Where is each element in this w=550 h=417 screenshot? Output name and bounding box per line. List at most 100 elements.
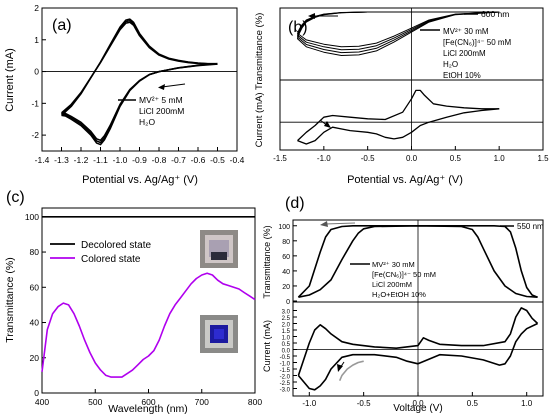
panel-a-legend: MV²⁺ 5 mM LiCl 200mM H₂O (118, 95, 184, 127)
panel-b-legend-line-5: EtOH 10% (443, 71, 481, 80)
panel-c: (c) 400 500 600 700 800 0 20 40 60 80 100 Decolor… (4, 189, 262, 415)
panel-b: (b) -1.5 -1.0 -0.5 0.0 0.5 1.0 1.5 600 nm MV²⁺… (254, 7, 549, 186)
panel-a-x-tick-label: -0.9 (132, 155, 147, 165)
panel-c-inset-photo-decolored (200, 315, 238, 353)
panel-a-label: (a) (52, 17, 72, 34)
panel-d-zero-lines (293, 220, 543, 396)
panel-d-transmittance-y-tick-label: 20 (282, 284, 290, 291)
panel-c-y-tick-label: 100 (25, 212, 39, 222)
panel-a-x-tick-label: -0.7 (171, 155, 186, 165)
panel-d-y-axis-label-bottom: Current (mA) (262, 320, 272, 372)
panel-c-legend-label-decolored: Decolored state (81, 240, 151, 251)
panel-b-x-tick-label: 0.5 (450, 154, 462, 163)
panel-d-legend-line-1: MV²⁺ 30 mM (372, 260, 415, 269)
panel-d-current-y-tick-label: -2.0 (280, 375, 291, 381)
panel-d-x-tick-label: -1.0 (302, 399, 316, 408)
panel-d-legend-line-3: LiCl 200mM (372, 280, 412, 289)
panel-d-transmittance-y-tick-label: 0 (286, 299, 290, 306)
panel-c-x-axis-label: Wavelength (nm) (108, 403, 188, 415)
panel-b-x-tick-label: -0.5 (361, 154, 375, 163)
panel-c-y-axis-label: Transmittance (%) (4, 257, 16, 342)
panel-d-transmittance-y-tick-label: 100 (278, 224, 290, 231)
panel-c-legend: Decolored state Colored state (50, 240, 151, 265)
panel-b-y-axis-label: Current (mA) Transmittance (%) (254, 13, 265, 148)
panel-a: (a) -1.4 -1.3 -1.2 -1.1 -1.0 -0.9 -0.8 -0.7 -0.6… (4, 3, 245, 186)
panel-a-y-tick-label: -1 (31, 98, 39, 108)
panel-d-current-y-tick-label: 0.5 (282, 342, 291, 348)
panel-c-x-tick-label: 500 (88, 397, 102, 407)
panel-d-legend-line-4: H₂O+EtOH 10% (372, 290, 426, 299)
panel-d-current-cv-forward-line (297, 307, 539, 376)
panel-a-y-tick-label: -2 (31, 130, 39, 140)
panel-a-y-tick-label: 1 (34, 35, 39, 45)
panel-b-x-tick-label: 0.0 (406, 154, 418, 163)
panel-d-x-axis-label: Voltage (V) (393, 403, 442, 414)
panel-d-x-tick-label: -0.5 (357, 399, 371, 408)
panel-c-x-ticks: 400 500 600 700 800 (35, 389, 262, 407)
panel-d-top-legend-text: 550 nm (517, 222, 544, 231)
panel-a-y-axis-label: Current (mA) (4, 48, 16, 112)
panel-c-x-tick-label: 600 (141, 397, 155, 407)
panel-d-legend-line-2: [Fe(CN₆)]⁴⁻ 50 mM (372, 270, 436, 279)
panel-d-current-initial-scan-line (338, 360, 364, 382)
panel-c-y-tick-label: 40 (30, 318, 40, 328)
panel-b-top-legend-text: 600 nm (481, 9, 509, 19)
panel-d-transmittance-lower-branch-line (298, 225, 538, 298)
panel-a-cv-reverse-line (61, 21, 218, 114)
panel-d-scan-arrows (320, 221, 356, 372)
panel-b-legend-line-4: H₂O (443, 60, 458, 69)
panel-d-current-y-tick-label: -1.5 (280, 368, 291, 374)
panel-b-x-tick-label: -1.5 (273, 154, 287, 163)
panel-b-top-legend: 600 nm (464, 9, 509, 19)
panel-c-x-tick-label: 800 (248, 397, 262, 407)
panel-a-y-ticks: -2 -1 0 1 2 (31, 3, 46, 140)
panel-a-x-tick-label: -0.5 (210, 155, 225, 165)
panel-a-series (60, 18, 218, 146)
panel-a-legend-line-1: MV²⁺ 5 mM (139, 95, 183, 105)
panel-d-transmittance-y-tick-label: 60 (282, 254, 290, 261)
panel-d-current-cv-reverse-line (297, 322, 538, 391)
panel-c-x-tick-label: 700 (195, 397, 209, 407)
panel-d-current-y-tick-label: 2.0 (282, 323, 291, 329)
panel-d-current-y-ticks: -3.0-2.5-2.0-1.5-1.0-0.50.00.51.01.52.02… (280, 310, 297, 394)
panel-b-x-ticks: -1.5 -1.0 -0.5 0.0 0.5 1.0 1.5 (273, 146, 549, 163)
panel-c-y-tick-label: 0 (34, 388, 39, 398)
panel-c-y-tick-label: 20 (30, 353, 40, 363)
panel-b-x-tick-label: 1.0 (494, 154, 506, 163)
panel-b-x-axis-label: Potential vs. Ag/Ag⁺ (V) (347, 174, 463, 186)
panel-a-x-tick-label: -1.0 (113, 155, 128, 165)
panel-c-series (41, 216, 256, 378)
panel-a-x-tick-label: -1.2 (74, 155, 89, 165)
panel-a-x-tick-label: -1.1 (93, 155, 108, 165)
panel-d-transmittance-y-tick-label: 80 (282, 239, 290, 246)
panel-b-transmittance-line (297, 11, 500, 48)
panel-d-x-tick-label: 0.0 (412, 399, 424, 408)
panel-c-inset-photo-colored (200, 230, 238, 268)
panel-d-current-y-tick-label: -1.0 (280, 362, 291, 368)
panel-d-label: (d) (285, 195, 305, 212)
panel-c-x-tick-label: 400 (35, 397, 49, 407)
panel-d-current-y-tick-label: 1.0 (282, 336, 291, 342)
panel-d-current-y-tick-label: 0.0 (282, 349, 291, 355)
panel-c-y-tick-label: 60 (30, 282, 40, 292)
panel-a-x-tick-label: -1.3 (54, 155, 69, 165)
panel-d-transmittance-y-ticks: 0 20 40 60 80 100 (278, 224, 297, 306)
panel-c-y-tick-label: 80 (30, 247, 40, 257)
panel-d-x-tick-label: 1.0 (521, 399, 533, 408)
panel-d-current-y-tick-label: -2.5 (280, 381, 291, 387)
panel-d-current-y-tick-label: 3.0 (282, 310, 291, 316)
panel-b-legend-line-1: MV²⁺ 30 mM (443, 27, 489, 36)
panel-a-x-tick-label: -0.4 (230, 155, 245, 165)
panel-d-series (297, 225, 539, 391)
panel-a-cv-forward-line (61, 63, 218, 142)
panel-b-cv-forward-line (297, 89, 500, 142)
panel-a-y-tick-label: 0 (34, 67, 39, 77)
panel-b-legend-line-3: LiCl 200mM (443, 49, 486, 58)
panel-d-transmittance-y-tick-label: 40 (282, 269, 290, 276)
panel-a-legend-line-2: LiCl 200mM (139, 106, 184, 116)
panel-c-colored-line (41, 272, 256, 378)
panel-a-legend-line-3: H₂O (139, 117, 155, 127)
panel-d-current-y-tick-label: 2.5 (282, 316, 291, 322)
panel-d-current-y-tick-label: -0.5 (280, 355, 291, 361)
